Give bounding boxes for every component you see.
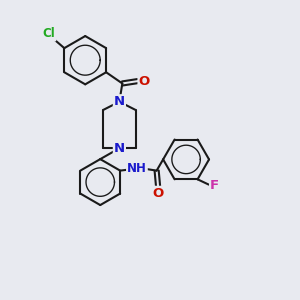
Text: F: F [210, 179, 219, 192]
Text: Cl: Cl [43, 28, 56, 40]
Text: O: O [139, 75, 150, 88]
Text: NH: NH [127, 162, 147, 175]
Text: O: O [152, 187, 164, 200]
Text: N: N [114, 95, 125, 108]
Text: N: N [114, 142, 125, 155]
